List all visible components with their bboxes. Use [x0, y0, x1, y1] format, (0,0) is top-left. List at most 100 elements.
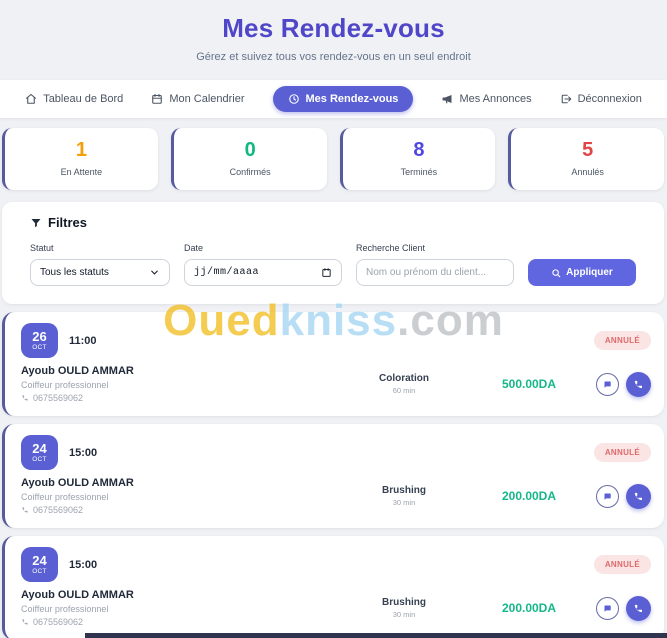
nav-tab-announcements[interactable]: Mes Annonces — [441, 93, 532, 105]
stat-label: Annulés — [571, 167, 604, 177]
calendar-picker-icon[interactable] — [321, 267, 332, 278]
message-icon — [604, 381, 611, 388]
client-name: Ayoub OULD AMMAR — [21, 365, 134, 377]
client-role: Coiffeur professionnel — [21, 380, 109, 390]
status-select-value: Tous les statuts — [40, 267, 109, 278]
search-icon — [552, 268, 561, 277]
phone-icon — [22, 619, 28, 625]
client-role: Coiffeur professionnel — [21, 492, 109, 502]
service-name: Brushing — [382, 597, 426, 608]
message-button[interactable] — [596, 372, 619, 396]
appointment-time: 15:00 — [69, 446, 98, 459]
appointment-price: 500.00DA — [501, 377, 557, 391]
filters-header: Filtres — [30, 215, 636, 230]
stats-row: 1 En Attente 0 Confirmés 8 Terminés 5 An… — [0, 118, 667, 190]
apply-filters-button[interactable]: Appliquer — [528, 259, 636, 286]
date-input-value: jj/mm/aaaa — [194, 267, 260, 278]
message-icon — [604, 605, 611, 612]
service-duration: 30 min — [392, 610, 416, 619]
date-input[interactable]: jj/mm/aaaa — [184, 259, 342, 286]
date-badge: 24 OCT — [21, 547, 58, 582]
date-day: 24 — [32, 552, 47, 568]
client-search-label: Recherche Client — [356, 243, 426, 253]
message-button[interactable] — [596, 596, 619, 620]
filters-panel: Filtres Statut Tous les statuts Date jj/… — [2, 202, 664, 304]
status-select[interactable]: Tous les statuts — [30, 259, 170, 286]
appointment-time: 15:00 — [69, 558, 98, 571]
service-duration: 30 min — [392, 498, 416, 507]
stat-card-confirmed: 0 Confirmés — [170, 128, 327, 190]
client-role: Coiffeur professionnel — [21, 604, 109, 614]
status-label: Statut — [30, 243, 54, 253]
card-actions — [589, 483, 651, 509]
date-label: Date — [184, 243, 204, 253]
logout-icon — [561, 94, 571, 104]
phone-icon — [22, 395, 28, 401]
client-info: Ayoub OULD AMMAR Coiffeur professionnel … — [21, 365, 339, 403]
nav-tab-label: Mes Rendez-vous — [305, 93, 399, 105]
call-button[interactable] — [626, 483, 651, 509]
call-button[interactable] — [626, 371, 651, 397]
bottom-bar — [85, 633, 667, 638]
home-icon — [26, 93, 37, 104]
date-month: OCT — [32, 455, 47, 463]
client-phone: 0675569062 — [21, 505, 339, 515]
phone-icon — [22, 507, 28, 513]
date-field: Date jj/mm/aaaa — [184, 243, 342, 286]
nav-tab-appointments[interactable]: Mes Rendez-vous — [272, 86, 414, 112]
page-header: Mes Rendez-vous Gérez et suivez tous vos… — [0, 0, 667, 63]
date-day: 24 — [32, 440, 47, 456]
page-title: Mes Rendez-vous — [222, 13, 445, 43]
client-name: Ayoub OULD AMMAR — [21, 477, 134, 489]
status-field: Statut Tous les statuts — [30, 243, 170, 286]
calendar-icon — [152, 93, 163, 104]
client-search-box — [356, 259, 514, 286]
main-nav: Tableau de Bord Mon Calendrier Mes Rende… — [0, 80, 667, 118]
service-info: Coloration 60 min — [339, 373, 469, 395]
stat-value: 0 — [244, 139, 256, 161]
nav-tab-label: Mon Calendrier — [169, 93, 245, 105]
stat-label: En Attente — [60, 167, 103, 177]
nav-tab-dashboard[interactable]: Tableau de Bord — [25, 93, 123, 105]
client-search-input[interactable] — [366, 267, 504, 278]
nav-tab-label: Tableau de Bord — [43, 93, 124, 105]
stat-value: 8 — [413, 139, 425, 161]
date-month: OCT — [32, 343, 47, 351]
card-actions — [589, 595, 651, 621]
client-name: Ayoub OULD AMMAR — [21, 589, 134, 601]
appointment-price: 200.00DA — [501, 601, 557, 615]
date-month: OCT — [32, 567, 47, 575]
date-badge: 26 OCT — [21, 323, 58, 358]
appointment-price: 200.00DA — [501, 489, 557, 503]
client-phone-number: 0675569062 — [33, 393, 84, 403]
nav-tab-calendar[interactable]: Mon Calendrier — [151, 93, 245, 105]
filters-title: Filtres — [48, 215, 88, 230]
appointment-card: 24 OCT 15:00 ANNULÉ Ayoub OULD AMMAR Coi… — [2, 424, 664, 528]
service-info: Brushing 30 min — [339, 485, 469, 507]
date-badge: 24 OCT — [21, 435, 58, 470]
date-day: 26 — [32, 328, 47, 344]
phone-icon — [634, 492, 642, 500]
status-badge: ANNULÉ — [593, 331, 651, 350]
service-info: Brushing 30 min — [339, 597, 469, 619]
stat-label: Confirmés — [229, 167, 271, 177]
client-search-field: Recherche Client — [356, 243, 514, 286]
message-button[interactable] — [596, 484, 619, 508]
client-phone-number: 0675569062 — [33, 617, 84, 627]
client-phone-number: 0675569062 — [33, 505, 84, 515]
megaphone-icon — [442, 95, 452, 104]
stat-value: 1 — [75, 139, 87, 161]
appointment-card: 26 OCT 11:00 ANNULÉ Ayoub OULD AMMAR Coi… — [2, 312, 664, 416]
client-info: Ayoub OULD AMMAR Coiffeur professionnel … — [21, 477, 339, 515]
stat-label: Terminés — [400, 167, 438, 177]
apply-button-label: Appliquer — [566, 267, 613, 278]
message-icon — [604, 493, 611, 500]
phone-icon — [634, 604, 642, 612]
appointment-card: 24 OCT 15:00 ANNULÉ Ayoub OULD AMMAR Coi… — [2, 536, 664, 638]
page-subtitle: Gérez et suivez tous vos rendez-vous en … — [196, 51, 471, 63]
call-button[interactable] — [626, 595, 651, 621]
nav-tab-logout[interactable]: Déconnexion — [560, 93, 642, 105]
stat-card-pending: 1 En Attente — [2, 128, 158, 190]
service-name: Brushing — [382, 485, 426, 496]
